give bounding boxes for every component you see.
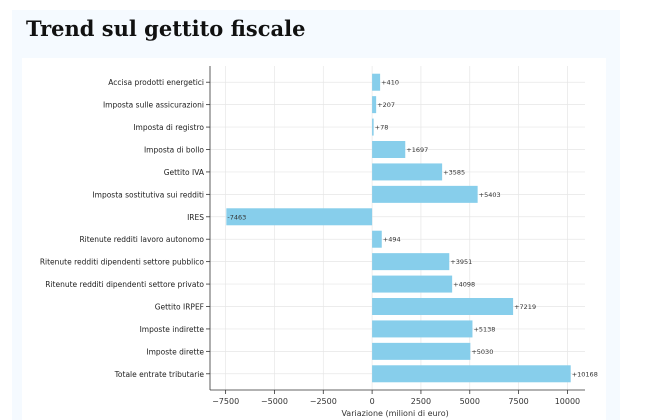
y-tick-label: Gettito IVA [164,168,205,177]
y-tick-label: Ritenute redditi lavoro autonomo [79,235,204,244]
bar [372,163,443,181]
data-label: +3585 [443,168,465,176]
bar [226,208,373,226]
y-tick-label: Imposta di registro [133,123,204,132]
bar [372,320,473,338]
data-label: -7463 [227,213,246,221]
x-tick-label: −5000 [261,397,288,406]
x-tick-label: 5000 [460,397,480,406]
data-label: +5138 [473,325,495,333]
bar [372,298,514,315]
y-tick-label: Imposta sulle assicurazioni [103,101,204,110]
y-tick-label: IRES [187,213,204,222]
data-label: +5030 [471,348,493,356]
y-tick-label: Totale entrate tributarie [114,370,205,379]
data-label: +410 [381,79,399,87]
y-tick-label: Gettito IRPEF [155,303,204,312]
y-tick-label: Accisa prodotti energetici [108,78,204,87]
bar [372,253,450,271]
y-tick-label: Imposta di bollo [144,146,204,155]
x-tick-label: 10000 [555,397,580,406]
y-tick-label: Imposte dirette [146,347,204,356]
bar [372,342,471,360]
bar [372,275,453,293]
data-label: +7219 [514,303,536,311]
x-tick-label: −7500 [212,397,239,406]
bar [372,230,382,248]
page-title: Trend sul gettito fiscale [26,16,306,41]
bar [372,73,381,91]
bar-chart: −7500 −5000 −2500 0 2500 5000 7500 10000 Accisa … [40,66,598,418]
data-label: +1697 [406,146,428,154]
y-tick-label: Ritenute redditi dipendenti settore priv… [45,280,204,289]
data-label: +78 [375,124,389,132]
x-tick-label: 0 [370,397,375,406]
bar [372,96,377,114]
y-tick-label: Imposte indirette [140,325,205,334]
x-tick-label: 2500 [411,397,431,406]
data-label: +4098 [453,281,475,289]
bar [372,185,478,203]
x-tick-label: −2500 [310,397,337,406]
x-axis-label: Variazione (milioni di euro) [341,409,448,418]
y-tick-label: Imposta sostitutiva sui redditi [92,190,204,199]
y-tick-label: Ritenute redditi dipendenti settore pubb… [40,258,205,267]
data-label: +207 [377,101,395,109]
bar [372,118,374,136]
x-tick-label: 7500 [508,397,528,406]
chart-card: −7500 −5000 −2500 0 2500 5000 7500 10000 Accisa … [22,58,606,420]
panel: Trend sul gettito fiscale −7500 −5000 −250… [12,10,620,420]
data-label: +10168 [572,370,598,378]
data-label: +3951 [450,258,472,266]
data-label: +494 [383,236,401,244]
bar [372,141,406,158]
data-label: +5403 [479,191,501,199]
bar [372,365,571,383]
